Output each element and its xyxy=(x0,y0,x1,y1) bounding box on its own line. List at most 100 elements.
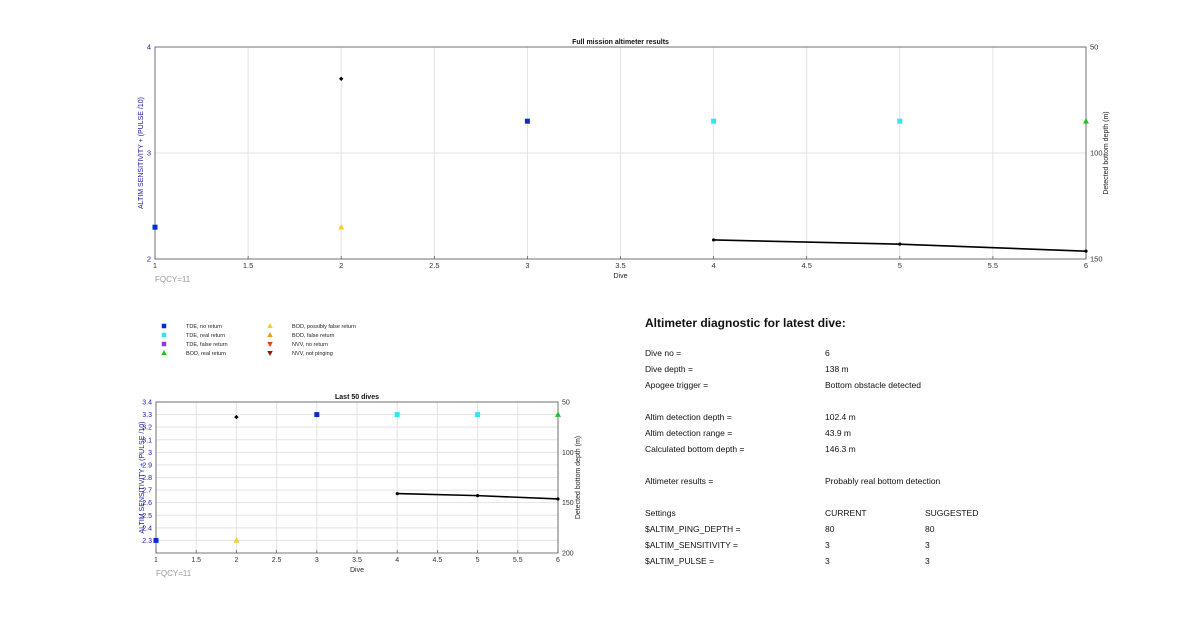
ping-depth-current: 80 xyxy=(825,524,835,534)
last50-y-tick-label: 2.3 xyxy=(142,538,152,545)
last50-y-tick-label: 3 xyxy=(148,450,152,457)
last50-y-tick-label: 3.3 xyxy=(142,412,152,419)
last50-y2-tick-label: 200 xyxy=(562,551,574,558)
last50-y2-tick-label: 50 xyxy=(562,400,570,407)
full-bottom-depth-point xyxy=(1084,249,1088,253)
last50-bottom-depth-point xyxy=(556,497,560,501)
last50-y2-tick-label: 100 xyxy=(562,450,574,457)
legend: TDE, no return TDE, real return TDE, false… xyxy=(161,322,356,357)
legend-label-tde_real_return: TDE, real return xyxy=(186,333,225,339)
last50-x-tick-label: 4.5 xyxy=(433,557,443,564)
apogee-value: Bottom obstacle detected xyxy=(825,380,921,390)
full-y2-axis-label: Detected bottom depth (m) xyxy=(1103,111,1110,194)
legend-label-tde_no_return: TDE, no return xyxy=(186,324,222,330)
legend-marker-bod_false_return xyxy=(267,331,273,338)
detection-range-value: 43.9 m xyxy=(825,428,851,438)
last50-y2-tick-label: 150 xyxy=(562,500,574,507)
results-label: Altimeter results = xyxy=(645,476,714,486)
last50-marker-bod_real_return xyxy=(555,411,561,417)
legend-label-bod_possibly_false: BOD, possibly false return xyxy=(292,324,356,330)
full-y-tick-label: 3 xyxy=(147,149,151,158)
last50-bottom-depth-point xyxy=(476,494,480,498)
last50-x-tick-label: 1.5 xyxy=(191,557,201,564)
last50-y-tick-label: 2.7 xyxy=(142,488,152,495)
full-y-tick-label: 2 xyxy=(147,255,151,264)
last50-marker-tde_no_return xyxy=(314,412,320,418)
last50-footnote: FQCY=11 xyxy=(156,569,192,578)
full-marker-tde_no_return xyxy=(152,224,158,230)
last50-x-tick-label: 3 xyxy=(315,557,319,564)
current-header: CURRENT xyxy=(825,508,867,518)
full-x-tick-label: 1.5 xyxy=(243,261,253,270)
full-y2-tick-label: 150 xyxy=(1090,255,1103,264)
full-y2-tick-label: 50 xyxy=(1090,43,1098,52)
full-marker-tde_no_return xyxy=(524,118,530,124)
pulse-label: $ALTIM_PULSE = xyxy=(645,556,715,566)
legend-label-tde_false_return: TDE, false return xyxy=(186,342,228,348)
full-x-tick-label: 3 xyxy=(525,261,529,270)
dive-depth-label: Dive depth = xyxy=(645,364,693,374)
legend-marker-bod_real_return xyxy=(161,349,167,356)
full-x-tick-label: 2 xyxy=(339,261,343,270)
full-y-axis-label: ALTIM SENSITIVITY + (PULSE /10) xyxy=(138,97,145,209)
detection-range-label: Altim detection range = xyxy=(645,428,733,438)
full-x-tick-label: 5 xyxy=(898,261,902,270)
full-bottom-depth-point xyxy=(712,238,716,242)
last50-y-axis-label: ALTIM SENSITIVITY + (PULSE /10) xyxy=(139,422,146,534)
last50-apogee-point xyxy=(234,414,239,420)
last50-x-tick-label: 4 xyxy=(395,557,399,564)
full-chart: 1 1.5 2 2.5 3 3.5 4 4.5 5 5.5 6 2 3 4 50 100 150 Full mis… xyxy=(138,39,1110,284)
full-x-tick-label: 6 xyxy=(1084,261,1088,270)
last50-y-tick-label: 2.5 xyxy=(142,513,152,520)
legend-marker-tde_real_return xyxy=(161,332,167,338)
sensitivity-label: $ALTIM_SENSITIVITY = xyxy=(645,540,738,550)
full-bottom-depth-point xyxy=(898,242,902,246)
dive-no-value: 6 xyxy=(825,348,830,358)
last50-x-tick-label: 6 xyxy=(556,557,560,564)
legend-label-bod_false_return: BOD, false return xyxy=(292,333,335,339)
last50-chart: 1 1.5 2 2.5 3 3.5 4 4.5 5 5.5 6 2.3 2.4 2.5 2.6 2.7 2.8 2… xyxy=(139,394,582,578)
sensitivity-current: 3 xyxy=(825,540,830,550)
last50-y-tick-label: 2.9 xyxy=(142,462,152,469)
dive-no-label: Dive no = xyxy=(645,348,682,358)
last50-y-tick-label: 2.8 xyxy=(142,475,152,482)
sensitivity-suggested: 3 xyxy=(925,540,930,550)
full-x-tick-label: 5.5 xyxy=(988,261,998,270)
last50-y-tick-label: 2.6 xyxy=(142,500,152,507)
last50-y-tick-label: 2.4 xyxy=(142,525,152,532)
legend-label-bod_real_return: BOD, real return xyxy=(186,351,226,357)
pulse-suggested: 3 xyxy=(925,556,930,566)
detection-depth-value: 102.4 m xyxy=(825,412,856,422)
last50-x-tick-label: 2 xyxy=(234,557,238,564)
last50-x-tick-label: 5.5 xyxy=(513,557,523,564)
diagnostic-title: Altimeter diagnostic for latest dive: xyxy=(645,316,846,330)
apogee-label: Apogee trigger = xyxy=(645,380,709,390)
legend-marker-tde_no_return xyxy=(161,323,167,329)
calc-depth-value: 146.3 m xyxy=(825,444,856,454)
last50-x-tick-label: 3.5 xyxy=(352,557,362,564)
last50-marker-bod_possibly_false xyxy=(233,537,240,543)
full-apogee-point xyxy=(339,76,344,81)
suggested-header: SUGGESTED xyxy=(925,508,979,518)
last50-chart-title: Last 50 dives xyxy=(335,394,379,401)
pulse-current: 3 xyxy=(825,556,830,566)
full-marker-tde_real_return xyxy=(711,118,717,124)
last50-marker-tde_real_return xyxy=(394,412,400,418)
legend-marker-nvv_not_pinging xyxy=(267,350,273,357)
last50-marker-tde_no_return xyxy=(153,537,159,543)
detection-depth-label: Altim detection depth = xyxy=(645,412,732,422)
full-x-tick-label: 3.5 xyxy=(615,261,625,270)
full-footnote: FQCY=11 xyxy=(155,275,191,284)
results-value: Probably real bottom detection xyxy=(825,476,941,486)
full-y-tick-label: 4 xyxy=(147,43,151,52)
last50-bottom-depth-point xyxy=(395,492,399,496)
full-marker-bod_real_return xyxy=(1083,117,1089,124)
full-x-tick-label: 4 xyxy=(712,261,716,270)
full-marker-tde_real_return xyxy=(897,118,903,124)
ping-depth-suggested: 80 xyxy=(925,524,935,534)
settings-label: Settings xyxy=(645,508,676,518)
full-x-axis-label: Dive xyxy=(613,273,627,280)
full-x-tick-label: 4.5 xyxy=(801,261,811,270)
legend-marker-bod_possibly_false xyxy=(267,322,273,329)
